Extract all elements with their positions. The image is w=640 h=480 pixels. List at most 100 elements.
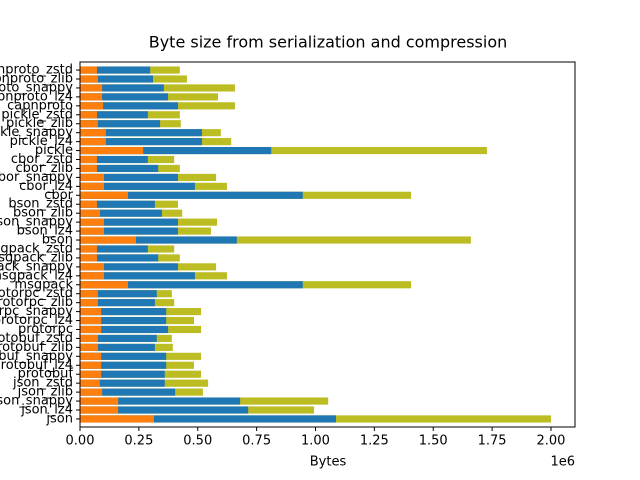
bar — [80, 120, 161, 128]
bar — [80, 361, 102, 369]
bar — [80, 75, 98, 83]
y-tick-label: protobuf_snappy — [0, 349, 73, 364]
bar — [80, 388, 176, 396]
bar — [80, 316, 102, 325]
bar — [80, 290, 98, 298]
x-tick-label: 0.00 — [66, 434, 95, 449]
y-tick-label: cbor_snappy — [0, 170, 73, 185]
y-tick-label: pickle — [35, 143, 73, 158]
bar — [80, 361, 167, 369]
y-tick-label: bson — [42, 233, 73, 248]
y-tick-label: bson_lz4 — [17, 224, 73, 239]
x-tick-label: 0.50 — [183, 434, 212, 449]
bar — [80, 254, 159, 262]
y-tick-label: msgpack_lz4 — [0, 268, 73, 283]
bar — [80, 290, 157, 298]
y-tick-label: protobuf_zstd — [0, 331, 73, 346]
bar — [80, 182, 105, 190]
y-tick-label: capnproto_zlib — [0, 71, 73, 86]
y-tick-label: protorpc_zlib — [0, 295, 73, 310]
x-tick-label: 1.25 — [360, 434, 389, 449]
bar — [80, 281, 129, 289]
y-tick-label: msgpack_zstd — [0, 241, 73, 256]
bar — [80, 227, 178, 235]
y-tick-label: pickle_zlib — [6, 116, 73, 131]
bar — [80, 236, 137, 244]
bar — [80, 334, 98, 343]
bar — [80, 138, 106, 146]
bar — [80, 236, 471, 244]
bar — [80, 84, 103, 92]
bar — [80, 164, 97, 173]
plot-frame — [79, 61, 576, 428]
bar — [80, 299, 155, 307]
x-tick-label: 1.00 — [301, 434, 330, 449]
y-tick-label: cbor — [44, 188, 73, 203]
bar — [80, 164, 159, 173]
bar — [80, 129, 202, 137]
y-tick-label: json_snappy — [0, 394, 73, 409]
x-offset-label: 1e6 — [550, 455, 575, 470]
bar — [80, 111, 148, 119]
y-tick-label: capnproto_lz4 — [0, 89, 73, 104]
bar — [80, 75, 154, 83]
bar — [80, 191, 129, 199]
bar — [80, 102, 104, 110]
bar — [80, 316, 167, 325]
bar — [80, 173, 178, 181]
bar — [80, 406, 249, 414]
bar — [80, 155, 97, 164]
y-tick-label: protorpc_zstd — [0, 286, 73, 301]
bar — [80, 308, 102, 316]
bar — [80, 272, 105, 280]
bar — [80, 397, 241, 405]
bar — [80, 66, 151, 74]
y-tick-label: json — [45, 411, 73, 426]
bar — [80, 245, 148, 253]
bar — [80, 129, 106, 137]
bar — [80, 325, 102, 334]
bar — [80, 334, 157, 343]
bar — [80, 263, 105, 271]
bar — [80, 299, 98, 307]
bar — [80, 191, 303, 199]
y-tick-label: pickle_zstd — [1, 107, 73, 122]
bar — [80, 236, 237, 244]
bar — [80, 308, 167, 316]
bar — [80, 93, 103, 101]
bar — [80, 146, 144, 155]
bar — [80, 84, 164, 92]
bar — [80, 352, 167, 360]
bar — [80, 218, 105, 226]
y-tick-label: protobuf_lz4 — [0, 358, 73, 373]
bar — [80, 120, 98, 128]
bar — [80, 209, 101, 217]
chart-title: Byte size from serialization and compres… — [149, 33, 508, 52]
y-tick-label: cbor_lz4 — [19, 179, 73, 194]
bar — [80, 146, 487, 155]
bar — [80, 93, 169, 101]
bar — [80, 155, 148, 164]
y-tick-label: bson_snappy — [0, 215, 73, 230]
bar — [80, 406, 119, 414]
y-tick-label: capnproto_snappy — [0, 80, 73, 95]
y-tick-label: protorpc_snappy — [0, 304, 73, 319]
y-tick-label: json_zstd — [12, 376, 73, 391]
bar — [80, 102, 178, 110]
bar — [80, 397, 119, 405]
bar — [80, 415, 154, 423]
bar — [80, 370, 102, 378]
bar — [80, 66, 97, 74]
bar — [80, 200, 97, 208]
bar — [80, 218, 178, 226]
y-tick-label: bson_zstd — [8, 197, 73, 212]
y-tick-label: protobuf_zlib — [0, 340, 73, 355]
x-tick-label: 1.75 — [478, 434, 507, 449]
bar — [80, 200, 155, 208]
bar — [80, 379, 165, 387]
bar — [80, 254, 97, 262]
bar — [80, 146, 272, 155]
bar — [80, 379, 100, 387]
bar — [80, 343, 155, 351]
y-tick-label: pickle_lz4 — [10, 134, 73, 149]
